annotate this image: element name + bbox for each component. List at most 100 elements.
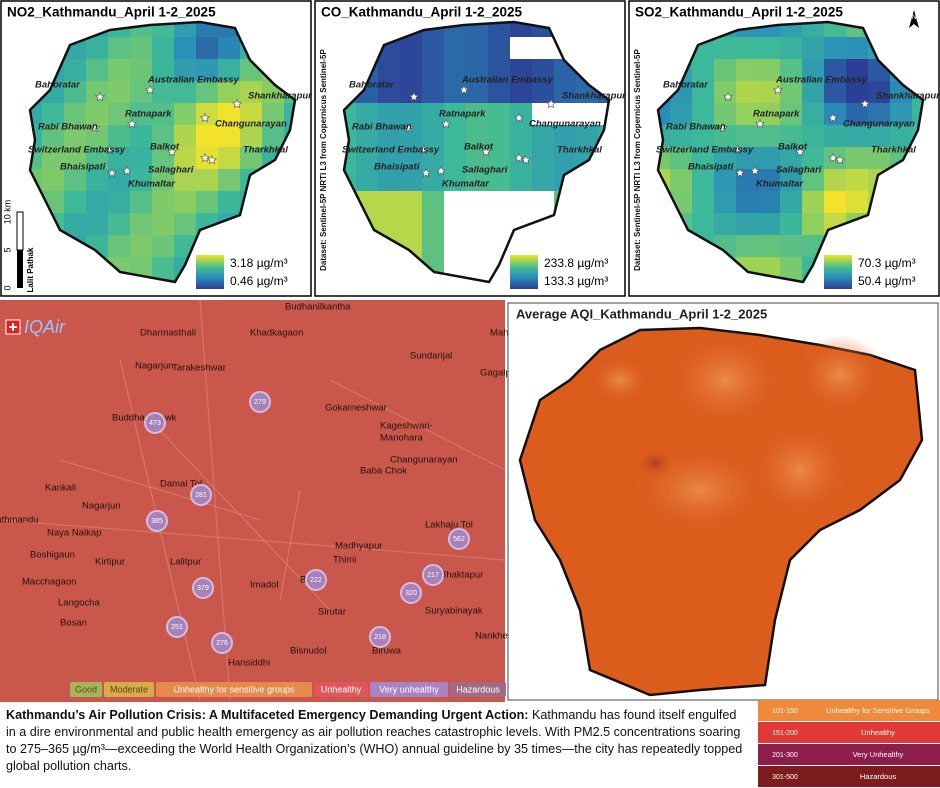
heat-cell — [670, 169, 693, 192]
heat-cell — [86, 125, 109, 148]
place-label: Damai Tol — [160, 479, 202, 490]
heat-cell — [532, 125, 555, 148]
heat-cell — [780, 235, 803, 258]
legend-min: 133.3 µg/m³ — [544, 274, 608, 288]
heat-cell — [152, 169, 175, 192]
heat-cell — [152, 213, 175, 236]
heat-cell — [422, 59, 445, 82]
pollutant-panels: Bahoratar Australian Embassy Shankharapur R… — [0, 0, 940, 297]
legend-label: Moderate — [110, 684, 148, 694]
place-label: Naya Naikap — [47, 528, 101, 539]
heat-cell — [736, 235, 759, 258]
legend-range: 151-200 — [772, 730, 798, 737]
heat-cell — [42, 125, 65, 148]
heat-cell — [174, 147, 197, 170]
heat-cell — [378, 213, 401, 236]
heat-cell — [152, 37, 175, 60]
legend-gradient — [824, 255, 852, 289]
place-label: Gokarneshwar — [325, 403, 387, 414]
heat-cell — [240, 81, 263, 104]
place-label: Budhanilkantha — [285, 302, 351, 313]
heat-cell — [736, 37, 759, 60]
heat-cell — [152, 81, 175, 104]
scale-label: 10 km — [2, 200, 12, 225]
iqair-map: IQAir Budhanilkantha Dharmasthali Khadkagao… — [0, 299, 531, 702]
heat-cell — [780, 257, 803, 280]
place-marker — [126, 118, 138, 129]
heat-cell — [780, 169, 803, 192]
heat-cell — [780, 213, 803, 236]
place-marker — [717, 122, 729, 133]
heat-cell — [890, 125, 913, 148]
place-marker — [827, 152, 839, 163]
heat-cell — [780, 22, 803, 38]
heat-cell — [488, 147, 511, 170]
heat-cell — [218, 191, 241, 214]
heat-cell — [356, 147, 379, 170]
station-aqi: 385 — [151, 518, 163, 525]
heat-cell — [444, 235, 467, 258]
heat-cell — [488, 22, 511, 38]
heat-cell — [86, 147, 109, 170]
heat-cell — [196, 37, 219, 60]
station-aqi: 251 — [171, 624, 183, 631]
heat-cell — [400, 81, 423, 104]
heat-cell — [108, 191, 131, 214]
legend-max: 70.3 µg/m³ — [858, 256, 916, 270]
scale-bar-white — [16, 211, 24, 251]
heat-cell — [736, 147, 759, 170]
heat-cell — [466, 257, 489, 280]
heat-cell — [758, 103, 781, 126]
place-marker — [440, 118, 452, 129]
place-label: Khadkagaon — [250, 328, 303, 339]
valley-outline — [28, 20, 297, 284]
heat-cell — [42, 147, 65, 170]
legend-gradient — [510, 255, 538, 289]
place-marker — [418, 144, 430, 155]
heat-cell — [108, 147, 131, 170]
legend-swatch — [70, 682, 102, 697]
place-marker — [408, 91, 420, 102]
place-marker — [734, 167, 746, 178]
heat-cell — [444, 147, 467, 170]
place-marker — [104, 144, 116, 155]
place-label: Bahoratar — [35, 80, 81, 91]
heat-cell — [802, 37, 825, 60]
place-label: Nagarjun — [82, 501, 121, 512]
heat-cell — [64, 59, 87, 82]
heat-cell — [824, 81, 847, 104]
heat-cell — [466, 235, 489, 258]
place-label: Bahoratar — [663, 80, 709, 91]
place-label: Balkot — [778, 142, 808, 153]
heat-cell — [758, 169, 781, 192]
legend-swatch — [314, 682, 368, 697]
legend-max: 233.8 µg/m³ — [544, 256, 608, 270]
aqi-blob — [590, 355, 650, 405]
heat-cell — [576, 103, 599, 126]
heat-cell — [758, 235, 781, 258]
legend-gradient — [196, 255, 224, 289]
station-aqi: 281 — [195, 492, 207, 499]
legend-category: Unhealthy — [861, 728, 895, 737]
place-label: Sundarijal — [410, 351, 452, 362]
heat-cell — [196, 103, 219, 126]
place-label: Thimi — [333, 555, 356, 566]
place-label: Rabi Bhawan — [666, 122, 726, 133]
place-label: Boshigaun — [30, 550, 75, 561]
heat-cell — [510, 37, 533, 60]
heat-cell — [758, 213, 781, 236]
place-label: Ratnapark — [753, 109, 800, 120]
place-label: Rabi Bhawan — [38, 122, 98, 133]
heat-cell — [846, 37, 869, 60]
heat-cell — [218, 125, 241, 148]
caption-lead: Kathmandu’s Air Pollution Crisis: A Mult… — [6, 708, 529, 722]
heat-cell — [780, 147, 803, 170]
heat-cell — [802, 81, 825, 104]
panel: Bahoratar Australian Embassy Shankharapur R… — [628, 0, 940, 297]
heat-cell — [714, 81, 737, 104]
dataset-note: Dataset: Sentinel-5P NRTI L3 from Copern… — [319, 49, 328, 271]
station-bubble — [249, 391, 271, 413]
heat-cell — [488, 125, 511, 148]
heat-cell — [174, 169, 197, 192]
